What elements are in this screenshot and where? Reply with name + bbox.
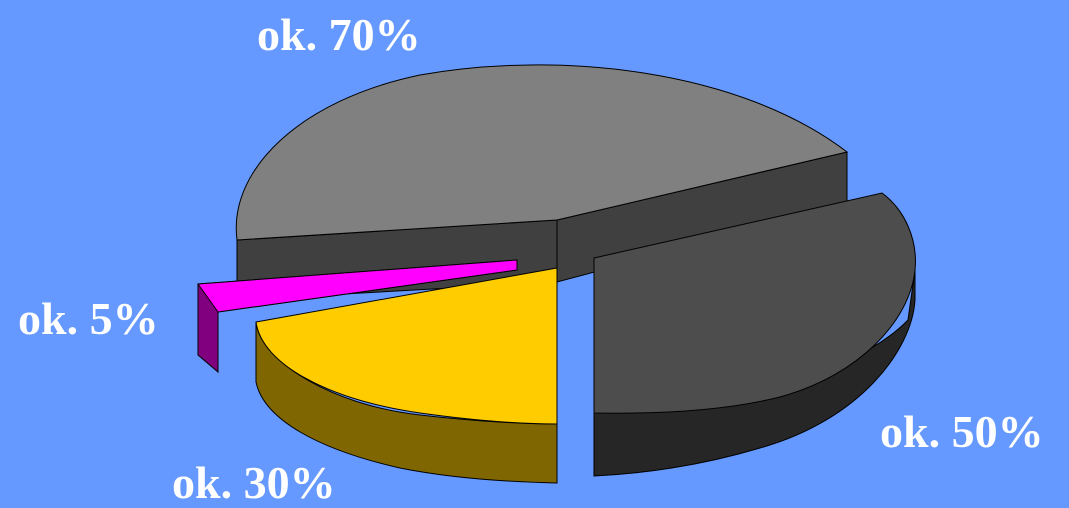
pie-slice-50: [593, 192, 916, 477]
pie-slice-5-top: [197, 259, 518, 313]
pie-slice-30-side: [255, 321, 558, 484]
pie-slice-30: [255, 267, 558, 484]
pie-slice-70-top: [235, 64, 849, 241]
pie-slice-5: [197, 259, 518, 374]
slice-label-30: ok. 30%: [172, 457, 336, 508]
slice-label-50: ok. 50%: [880, 406, 1044, 457]
pie-slice-30-top: [255, 267, 558, 425]
slice-label-5: ok. 5%: [18, 293, 159, 344]
pie-slice-50-top: [593, 192, 916, 414]
slice-label-70: ok. 70%: [257, 9, 421, 60]
